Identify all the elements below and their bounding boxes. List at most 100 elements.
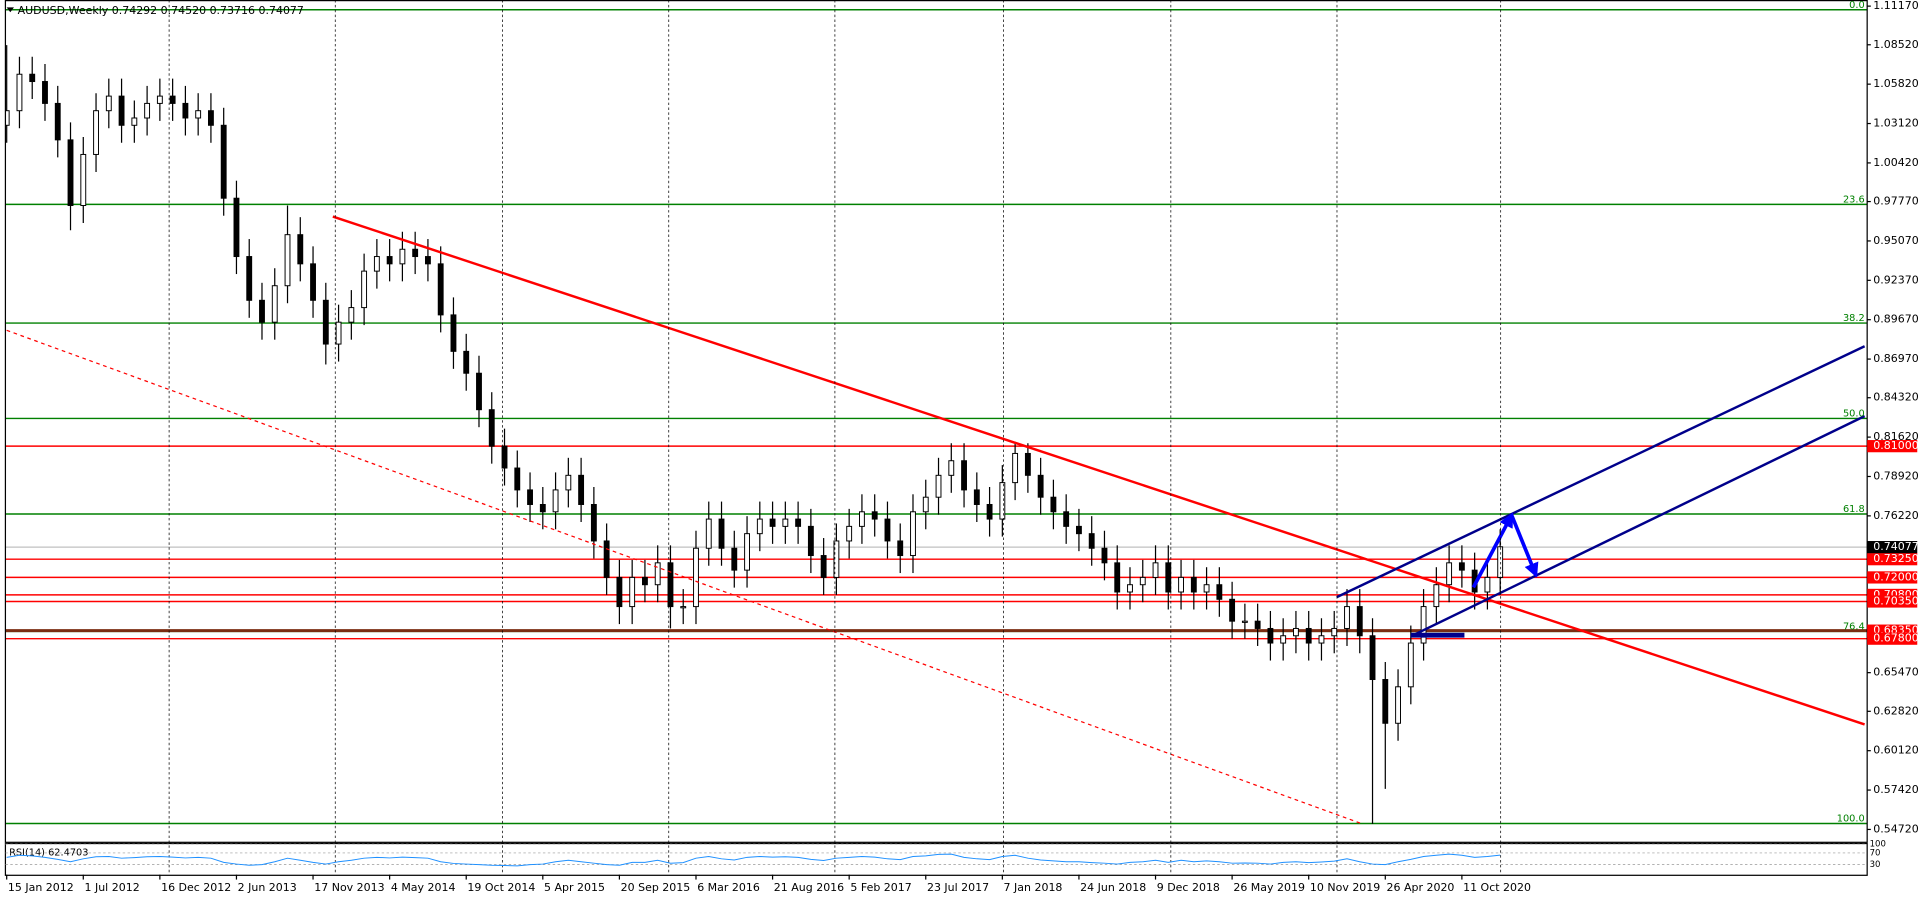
candle-body xyxy=(450,314,457,352)
candle-body xyxy=(437,263,444,316)
candle-body xyxy=(335,321,342,345)
arrow xyxy=(1471,512,1514,589)
candle-body xyxy=(67,139,74,206)
fib-label: 50.0 xyxy=(1843,409,1865,420)
candle-body xyxy=(322,299,329,345)
candle-body xyxy=(731,547,738,571)
candle-body xyxy=(1344,606,1350,629)
candle-body xyxy=(1076,525,1082,535)
candle-body xyxy=(935,474,942,498)
candle-body xyxy=(105,95,112,112)
x-tick-label: 19 Oct 2014 xyxy=(467,881,535,894)
candle-body xyxy=(1267,627,1274,644)
trendline xyxy=(6,329,1362,825)
x-tick-label: 2 Jun 2013 xyxy=(238,881,297,894)
candle-body xyxy=(1127,584,1133,593)
candle-body xyxy=(488,409,495,447)
plot-area xyxy=(5,9,1868,825)
level-tag-label: 0.73250 xyxy=(1873,552,1918,565)
candle-body xyxy=(29,73,36,83)
y-tick-label: 0.65470 xyxy=(1873,666,1918,679)
candle-body xyxy=(1369,635,1376,681)
y-tick-label: 1.00420 xyxy=(1873,156,1918,169)
y-tick-label: 0.86970 xyxy=(1873,352,1918,365)
y-tick-label: 0.57420 xyxy=(1873,783,1918,796)
candle-body xyxy=(744,533,750,571)
candle-body xyxy=(756,518,763,535)
x-tick-label: 10 Nov 2019 xyxy=(1310,881,1380,894)
candle-body xyxy=(1484,576,1491,593)
candle-body xyxy=(820,555,827,578)
y-tick-label: 0.84320 xyxy=(1873,391,1918,404)
y-tick-label: 1.08520 xyxy=(1873,38,1918,51)
candle-body xyxy=(297,234,304,265)
candle-body xyxy=(565,474,572,491)
x-tick-label: 5 Apr 2015 xyxy=(544,881,605,894)
candle-body xyxy=(207,110,214,126)
candle-body xyxy=(705,518,712,549)
y-tick-label: 0.62820 xyxy=(1873,704,1918,717)
candle-body xyxy=(1254,620,1261,629)
candle-body xyxy=(1063,511,1070,527)
x-tick-label: 21 Aug 2016 xyxy=(774,881,844,894)
y-tick-label: 0.76220 xyxy=(1873,509,1918,522)
y-tick-label: 0.89670 xyxy=(1873,313,1918,326)
candle-body xyxy=(871,511,878,520)
x-tick-label: 1 Jul 2012 xyxy=(85,881,140,894)
candle-body xyxy=(1229,598,1236,622)
trendline xyxy=(332,215,1865,726)
candle-body xyxy=(667,562,674,608)
candle-body xyxy=(399,248,406,265)
candle-body xyxy=(310,263,316,301)
candle-body xyxy=(552,489,559,513)
candle-body xyxy=(1178,576,1184,593)
candle-body xyxy=(999,482,1006,520)
y-tick-label: 1.05820 xyxy=(1873,77,1918,90)
candle-body xyxy=(1446,562,1453,586)
level-tag xyxy=(1867,553,1918,566)
candle-body xyxy=(1241,620,1248,623)
candle-body xyxy=(1331,627,1338,637)
candle-body xyxy=(1190,576,1197,593)
candle-body xyxy=(590,504,597,542)
candle-body xyxy=(539,504,546,513)
candle-body xyxy=(616,576,623,608)
candle-body xyxy=(1165,562,1172,593)
fib-label: 61.8 xyxy=(1843,504,1865,515)
menu-triangle xyxy=(6,7,14,13)
candle-body xyxy=(220,124,227,199)
candle-body xyxy=(195,110,202,119)
candle-body xyxy=(807,525,814,557)
candle-body xyxy=(271,285,278,323)
x-tick-label: 15 Jan 2012 xyxy=(8,881,74,894)
candle-body xyxy=(1382,679,1389,724)
rsi-line xyxy=(6,853,1501,867)
y-tick-label: 0.54720 xyxy=(1873,822,1918,835)
candle-body xyxy=(1407,642,1414,688)
x-tick-label: 23 Jul 2017 xyxy=(927,881,989,894)
candle-body xyxy=(1458,562,1465,571)
candle-body xyxy=(54,102,61,141)
level-tag xyxy=(1867,571,1918,584)
candle-body xyxy=(361,270,368,309)
candle-body xyxy=(782,518,789,527)
candle-body xyxy=(1012,452,1019,484)
candle-body xyxy=(1395,686,1401,724)
x-tick-label: 11 Oct 2020 xyxy=(1463,881,1531,894)
rsi-label: RSI(14) 62.4703 xyxy=(9,848,88,859)
trendline xyxy=(1336,345,1866,599)
y-tick-label: 0.60120 xyxy=(1873,744,1918,757)
candle-body xyxy=(973,489,980,505)
candle-body xyxy=(1088,533,1095,549)
rsi-tick-label: 30 xyxy=(1870,860,1881,870)
fib-label: 23.6 xyxy=(1843,194,1865,205)
candle-body xyxy=(169,95,176,104)
candle-body xyxy=(246,256,253,301)
fib-label: 100.0 xyxy=(1837,814,1865,825)
x-tick-label: 7 Jan 2018 xyxy=(1004,881,1063,894)
fib-label: 76.4 xyxy=(1843,621,1865,632)
current-price-label: 0.74077 xyxy=(1873,540,1918,553)
rsi-tick-label: 100 xyxy=(1870,840,1886,850)
candle-body xyxy=(846,525,853,542)
candle-body xyxy=(527,489,533,505)
